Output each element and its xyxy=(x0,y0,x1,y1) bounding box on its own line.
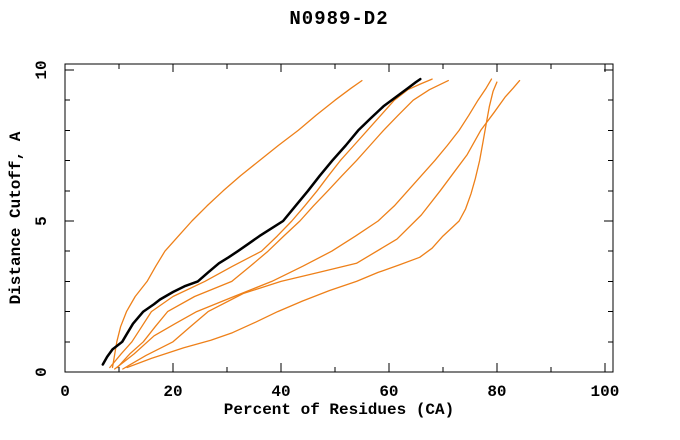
curve-model-orange-4 xyxy=(114,78,493,370)
curve-model-orange-2 xyxy=(109,78,433,369)
plot-frame xyxy=(64,63,614,373)
y-tick-label: 0 xyxy=(33,367,51,377)
curve-model-orange-1 xyxy=(111,79,363,369)
y-tick-label: 5 xyxy=(33,216,51,226)
x-tick-label: 40 xyxy=(271,383,290,401)
x-tick-label: 20 xyxy=(163,383,182,401)
chart-title: N0989-D2 xyxy=(289,8,389,30)
y-tick-label: 10 xyxy=(33,60,51,79)
curve-model-orange-3 xyxy=(116,79,449,369)
x-axis-title: Percent of Residues (CA) xyxy=(223,401,455,419)
x-tick-label: 80 xyxy=(487,383,506,401)
x-tick-label: 100 xyxy=(590,383,619,401)
curve-model-orange-6 xyxy=(122,79,521,370)
y-axis-title-text: Distance Cutoff, A xyxy=(7,131,25,305)
x-tick-label: 0 xyxy=(60,383,70,401)
x-tick-label: 60 xyxy=(379,383,398,401)
curve-model-orange-5 xyxy=(126,81,498,369)
curve-reference-black xyxy=(101,77,422,366)
